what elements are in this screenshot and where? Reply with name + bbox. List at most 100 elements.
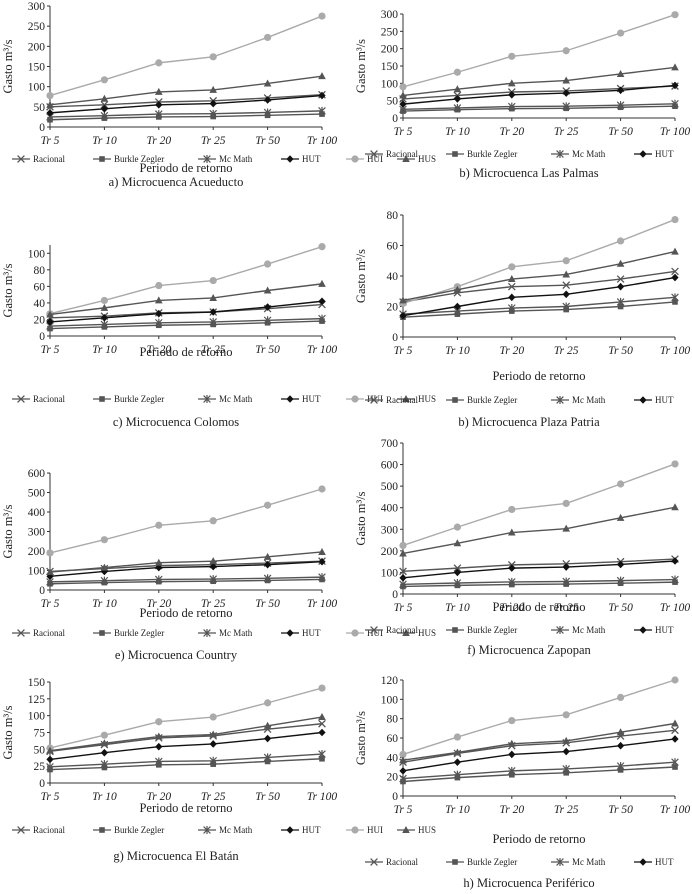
data-point <box>672 299 678 305</box>
chart-panel: 0 100 200 300 400 500 600 700 Tr 5 Tr 10 Tr 20 Tr 2… <box>354 438 690 657</box>
legend-label: HUT <box>655 857 674 867</box>
data-point <box>671 676 679 684</box>
y-tick-label: 100 <box>28 566 46 578</box>
chart-caption: b) Microcuenca Las Palmas <box>459 166 598 180</box>
data-point <box>562 563 570 571</box>
y-tick-label: 500 <box>28 488 46 500</box>
legend-label: Mc Math <box>572 149 606 159</box>
chart-panel: 0 20 40 60 80 Tr 5 Tr 10 Tr 20 Tr 25 Tr 50 Tr 100 G… <box>354 210 690 429</box>
y-tick-label: 0 <box>392 113 398 125</box>
y-axis-label: Gasto m³/s <box>1 504 15 558</box>
y-tick-label: 250 <box>28 21 46 33</box>
legend-label: Racional <box>33 628 65 638</box>
legend-marker <box>351 826 359 834</box>
data-point <box>155 558 163 566</box>
data-point <box>209 317 218 326</box>
y-tick-label: 600 <box>28 468 46 480</box>
x-tick-label: Tr 25 <box>201 135 226 147</box>
data-point <box>671 726 679 735</box>
data-point <box>263 79 272 87</box>
x-tick-label: Tr 10 <box>445 804 470 816</box>
x-tick-label: Tr 50 <box>255 598 280 610</box>
series-line <box>49 561 323 578</box>
x-tick-label: Tr 10 <box>445 345 470 357</box>
data-point <box>616 297 625 306</box>
series-hut <box>399 81 679 108</box>
legend-marker <box>17 155 25 163</box>
data-point <box>617 693 625 702</box>
series-hui <box>399 676 679 759</box>
data-point <box>399 549 407 557</box>
data-point <box>453 302 461 311</box>
series-hui <box>46 684 326 752</box>
data-point <box>264 303 272 311</box>
legend-marker <box>370 626 378 634</box>
legend-label: Burkle Zegler <box>114 154 164 164</box>
chart-caption: h) Microcuenca Periférico <box>463 876 594 890</box>
series-line <box>49 576 323 583</box>
series-line <box>402 85 676 100</box>
series-line <box>49 560 323 573</box>
data-point <box>617 237 625 245</box>
y-tick-label: 20 <box>387 302 399 314</box>
data-point <box>616 259 625 267</box>
data-point <box>507 577 516 586</box>
data-point <box>209 276 217 285</box>
y-tick-label: 50 <box>34 744 46 756</box>
data-point <box>100 563 109 571</box>
data-point <box>100 576 109 585</box>
series-burkle-zegler <box>47 111 325 123</box>
y-tick-label: 100 <box>381 694 399 706</box>
data-point <box>453 285 462 293</box>
data-point <box>672 764 678 770</box>
series-hut <box>46 728 326 764</box>
data-point <box>263 286 272 294</box>
data-point <box>453 578 462 587</box>
series-line <box>402 738 676 772</box>
data-point <box>562 89 570 97</box>
data-point <box>318 557 326 566</box>
series-line <box>402 103 676 111</box>
data-point <box>671 557 679 565</box>
data-point <box>616 513 625 521</box>
data-point <box>617 282 625 291</box>
data-point <box>46 318 54 326</box>
data-point <box>209 557 217 565</box>
series-hus <box>399 63 679 99</box>
y-tick-label: 300 <box>28 1 46 13</box>
data-point <box>209 109 218 118</box>
legend-label: Mc Math <box>219 394 253 404</box>
legend-marker <box>370 396 378 404</box>
x-tick-label: Tr 5 <box>41 135 60 147</box>
x-axis-label: Periodo de retorno <box>139 345 232 359</box>
data-point <box>671 735 679 743</box>
legend-label: Racional <box>386 395 418 405</box>
y-tick-label: 200 <box>28 546 46 558</box>
x-tick-label: Tr 5 <box>394 345 413 357</box>
series-line <box>402 84 676 105</box>
x-tick-label: Tr 25 <box>201 598 226 610</box>
y-tick-label: 600 <box>381 460 399 472</box>
x-tick-label: Tr 25 <box>201 791 226 803</box>
data-point <box>617 560 625 569</box>
data-point <box>318 106 326 115</box>
series-line <box>49 578 323 585</box>
series-burkle-zegler <box>47 755 325 773</box>
data-point <box>399 756 407 764</box>
y-tick-label: 200 <box>381 546 399 558</box>
x-tick-label: Tr 50 <box>255 791 280 803</box>
series-hui <box>46 485 326 557</box>
data-point <box>616 69 625 77</box>
data-point <box>209 575 218 584</box>
legend-label: Racional <box>33 825 65 835</box>
y-tick-label: 80 <box>387 714 399 726</box>
legend-label: Burkle Zegler <box>114 825 164 835</box>
series-hut <box>399 557 679 582</box>
data-point <box>508 528 516 536</box>
data-point <box>671 267 679 276</box>
data-point <box>399 580 407 589</box>
x-tick-label: Tr 25 <box>554 602 579 614</box>
y-tick-label: 100 <box>28 248 46 260</box>
x-tick-label: Tr 50 <box>608 126 633 138</box>
series-racional <box>399 555 679 576</box>
